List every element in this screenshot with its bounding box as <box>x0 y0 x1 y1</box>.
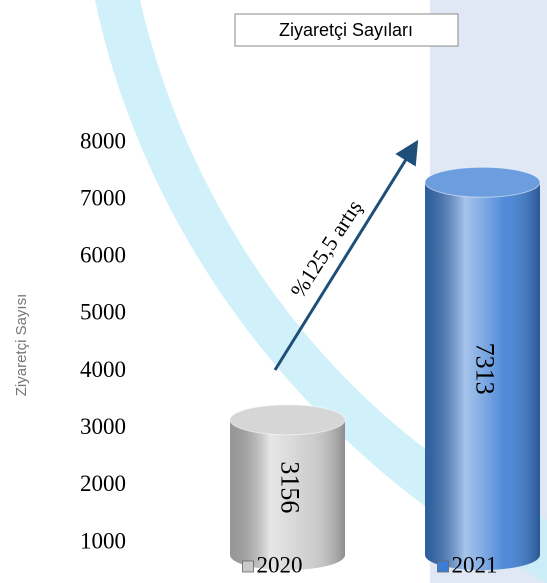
legend-swatch <box>242 560 254 573</box>
x-tick-label: 2021 <box>452 552 498 577</box>
bar <box>229 404 346 570</box>
y-tick-label: 7000 <box>80 185 126 210</box>
bar-top <box>229 404 346 436</box>
increase-arrow <box>273 139 419 371</box>
x-tick-label: 2020 <box>257 552 303 577</box>
y-axis-label: Ziyaretçi Sayısı <box>13 294 30 397</box>
y-tick-label: 4000 <box>80 357 126 382</box>
y-tick-label: 1000 <box>80 528 126 553</box>
value-label: 3156 <box>276 461 305 513</box>
chart-title: Ziyaretçi Sayıları <box>279 20 413 40</box>
value-label: 7313 <box>471 343 500 395</box>
bar-top-highlight <box>425 167 540 198</box>
y-tick-label: 3000 <box>80 414 126 439</box>
bar-top-highlight <box>230 404 345 435</box>
y-tick-label: 2000 <box>80 471 126 496</box>
title-box <box>234 13 459 47</box>
y-tick-label: 5000 <box>80 300 126 325</box>
legend-swatch <box>437 560 449 573</box>
bar <box>424 166 541 571</box>
bar-shading <box>230 419 345 570</box>
y-tick-label: 6000 <box>80 243 126 268</box>
bar-shading <box>425 182 540 571</box>
y-tick-label: 8000 <box>80 128 126 153</box>
bar-top <box>424 166 541 198</box>
